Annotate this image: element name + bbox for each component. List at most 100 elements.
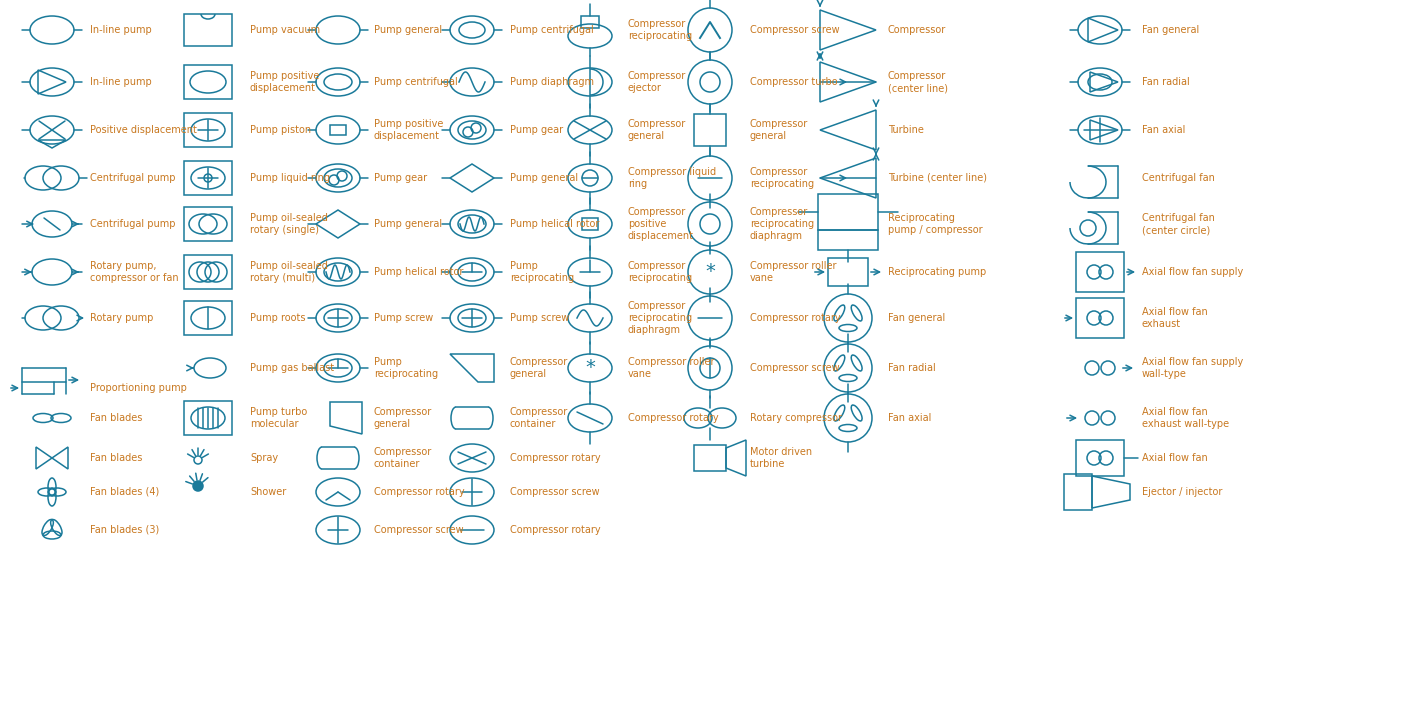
Text: Compressor rotary: Compressor rotary [628, 413, 718, 423]
Text: Compressor rotary: Compressor rotary [751, 313, 841, 323]
Text: Pump gas ballast: Pump gas ballast [250, 363, 334, 373]
Text: Rotary pump,
compressor or fan: Rotary pump, compressor or fan [90, 261, 179, 283]
Text: Compressor: Compressor [888, 25, 947, 35]
Bar [581, 16, 600, 28]
Text: Pump helical rotor: Pump helical rotor [509, 219, 600, 229]
Bar [183, 301, 231, 335]
Text: Spray: Spray [250, 453, 278, 463]
Text: Fan blades (3): Fan blades (3) [90, 525, 159, 535]
Text: Turbine: Turbine [888, 125, 924, 135]
Text: Compressor liquid
ring: Compressor liquid ring [628, 167, 717, 189]
Text: Compressor
general: Compressor general [509, 356, 569, 379]
Text: Compressor rotary: Compressor rotary [374, 487, 464, 497]
Bar [183, 113, 231, 147]
Text: Fan axial: Fan axial [888, 413, 931, 423]
Text: Pump piston: Pump piston [250, 125, 310, 135]
Text: Compressor
reciprocating
diaphragm: Compressor reciprocating diaphragm [628, 301, 693, 335]
Text: Pump helical rotor: Pump helical rotor [374, 267, 463, 277]
Text: Fan blades (4): Fan blades (4) [90, 487, 159, 497]
Text: Pump centrifugal: Pump centrifugal [509, 25, 594, 35]
Text: Pump general: Pump general [509, 173, 579, 183]
Text: Reciprocating
pump / compressor: Reciprocating pump / compressor [888, 213, 982, 235]
Bar [183, 207, 231, 241]
Text: Centrifugal fan: Centrifugal fan [1141, 173, 1215, 183]
Text: Pump turbo
molecular: Pump turbo molecular [250, 407, 308, 429]
Text: Compressor
container: Compressor container [509, 407, 569, 429]
Text: Pump general: Pump general [374, 25, 442, 35]
Text: Fan general: Fan general [888, 313, 945, 323]
Text: Compressor rotary: Compressor rotary [509, 453, 601, 463]
Text: Pump positive
displacement: Pump positive displacement [374, 119, 443, 141]
Text: Compressor
positive
displacement: Compressor positive displacement [628, 207, 694, 242]
Text: Turbine (center line): Turbine (center line) [888, 173, 988, 183]
Text: Fan radial: Fan radial [1141, 77, 1189, 87]
Bar [183, 255, 231, 289]
Text: Compressor roller
vane: Compressor roller vane [751, 261, 837, 283]
Text: Pump gear: Pump gear [374, 173, 428, 183]
Bar [818, 230, 878, 250]
Circle shape [193, 481, 203, 491]
Text: Pump screw: Pump screw [509, 313, 569, 323]
Text: *: * [706, 263, 715, 282]
Text: Rotary pump: Rotary pump [90, 313, 154, 323]
Bar [183, 161, 231, 195]
Text: Compressor roller
vane: Compressor roller vane [628, 356, 714, 379]
Text: Axial flow fan supply
wall-type: Axial flow fan supply wall-type [1141, 356, 1243, 379]
Text: Compressor
reciprocating: Compressor reciprocating [628, 19, 693, 41]
Bar [694, 114, 727, 146]
Text: Compressor rotary: Compressor rotary [509, 525, 601, 535]
Bar [183, 65, 231, 99]
Text: Pump general: Pump general [374, 219, 442, 229]
Text: Compressor
general: Compressor general [374, 407, 432, 429]
Bar [1077, 440, 1125, 476]
Text: Ejector / injector: Ejector / injector [1141, 487, 1222, 497]
Text: Pump gear: Pump gear [509, 125, 563, 135]
Bar [818, 194, 878, 230]
Text: Centrifugal fan
(center circle): Centrifugal fan (center circle) [1141, 213, 1215, 235]
Text: Fan blades: Fan blades [90, 453, 143, 463]
Text: Pump liquid ring: Pump liquid ring [250, 173, 330, 183]
Text: Axial flow fan
exhaust: Axial flow fan exhaust [1141, 307, 1208, 329]
Text: Axial flow fan supply: Axial flow fan supply [1141, 267, 1243, 277]
Text: Compressor
general: Compressor general [751, 119, 809, 141]
Text: Fan general: Fan general [1141, 25, 1199, 35]
Text: Reciprocating pump: Reciprocating pump [888, 267, 986, 277]
Text: Fan radial: Fan radial [888, 363, 935, 373]
Text: Fan blades: Fan blades [90, 413, 143, 423]
Text: Compressor
general: Compressor general [628, 119, 686, 141]
Text: Compressor
container: Compressor container [374, 446, 432, 469]
Text: Centrifugal pump: Centrifugal pump [90, 219, 175, 229]
Text: Pump oil-sealed
rotary (multi): Pump oil-sealed rotary (multi) [250, 261, 327, 283]
Text: In-line pump: In-line pump [90, 25, 152, 35]
Text: Pump screw: Pump screw [374, 313, 433, 323]
Bar [581, 218, 598, 230]
Bar [330, 125, 346, 135]
Bar [1064, 474, 1092, 510]
Text: Compressor screw: Compressor screw [374, 525, 464, 535]
Text: Pump positive
displacement: Pump positive displacement [250, 71, 319, 93]
Bar [1077, 298, 1125, 338]
Text: Compressor
ejector: Compressor ejector [628, 71, 686, 93]
Bar [1077, 252, 1125, 292]
Text: Fan axial: Fan axial [1141, 125, 1185, 135]
Bar [183, 14, 231, 46]
Text: Axial flow fan
exhaust wall-type: Axial flow fan exhaust wall-type [1141, 407, 1229, 429]
Text: Axial flow fan: Axial flow fan [1141, 453, 1208, 463]
Text: Pump
reciprocating: Pump reciprocating [509, 261, 574, 283]
Text: Compressor screw: Compressor screw [509, 487, 600, 497]
Text: Centrifugal pump: Centrifugal pump [90, 173, 175, 183]
Text: Compressor
reciprocating: Compressor reciprocating [751, 167, 814, 189]
Text: Positive displacement: Positive displacement [90, 125, 198, 135]
Text: Compressor
(center line): Compressor (center line) [888, 71, 948, 93]
Text: Compressor
reciprocating: Compressor reciprocating [628, 261, 693, 283]
Bar [694, 445, 727, 471]
Text: Shower: Shower [250, 487, 286, 497]
Bar [828, 258, 868, 286]
Text: Proportioning pump: Proportioning pump [90, 383, 186, 393]
Wedge shape [459, 17, 473, 43]
Text: Compressor
reciprocating
diaphragm: Compressor reciprocating diaphragm [751, 207, 814, 242]
Text: Pump oil-sealed
rotary (single): Pump oil-sealed rotary (single) [250, 213, 327, 235]
Text: Pump diaphragm: Pump diaphragm [509, 77, 594, 87]
Text: Pump vacuum: Pump vacuum [250, 25, 320, 35]
Wedge shape [590, 69, 602, 95]
